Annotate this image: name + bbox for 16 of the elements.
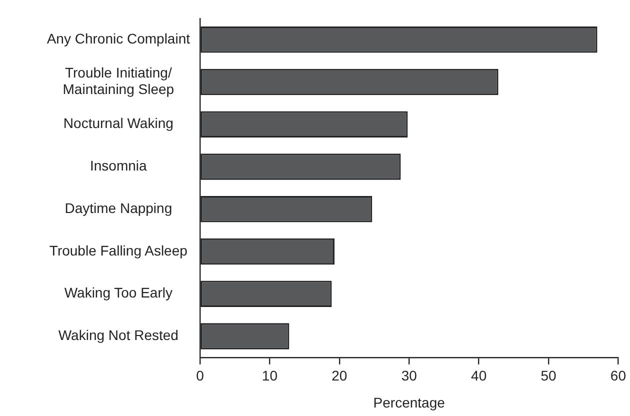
x-tick-label: 0 [196,368,204,384]
x-tick-label: 30 [401,368,418,384]
y-tick-label: Waking Too Early [64,284,172,301]
x-axis-title: Percentage [373,394,446,410]
y-tick-label: Waking Not Rested [58,327,178,344]
x-tick-label: 20 [332,368,348,384]
y-tick-label: Insomnia [90,158,148,174]
x-tick-label: 40 [471,368,487,384]
y-tick-label: Nocturnal Waking [63,115,174,132]
y-tick-label: Trouble Falling Asleep [49,242,188,258]
x-tick-label: 50 [540,368,557,384]
y-tick-label: Any Chronic Complaint [46,30,190,46]
x-tick-label: 10 [262,368,278,384]
y-tick-label: Daytime Napping [64,200,172,216]
y-tick-label: Trouble Initiating/ Maintaining Sleep [62,64,174,98]
x-tick-label: 60 [610,368,626,384]
